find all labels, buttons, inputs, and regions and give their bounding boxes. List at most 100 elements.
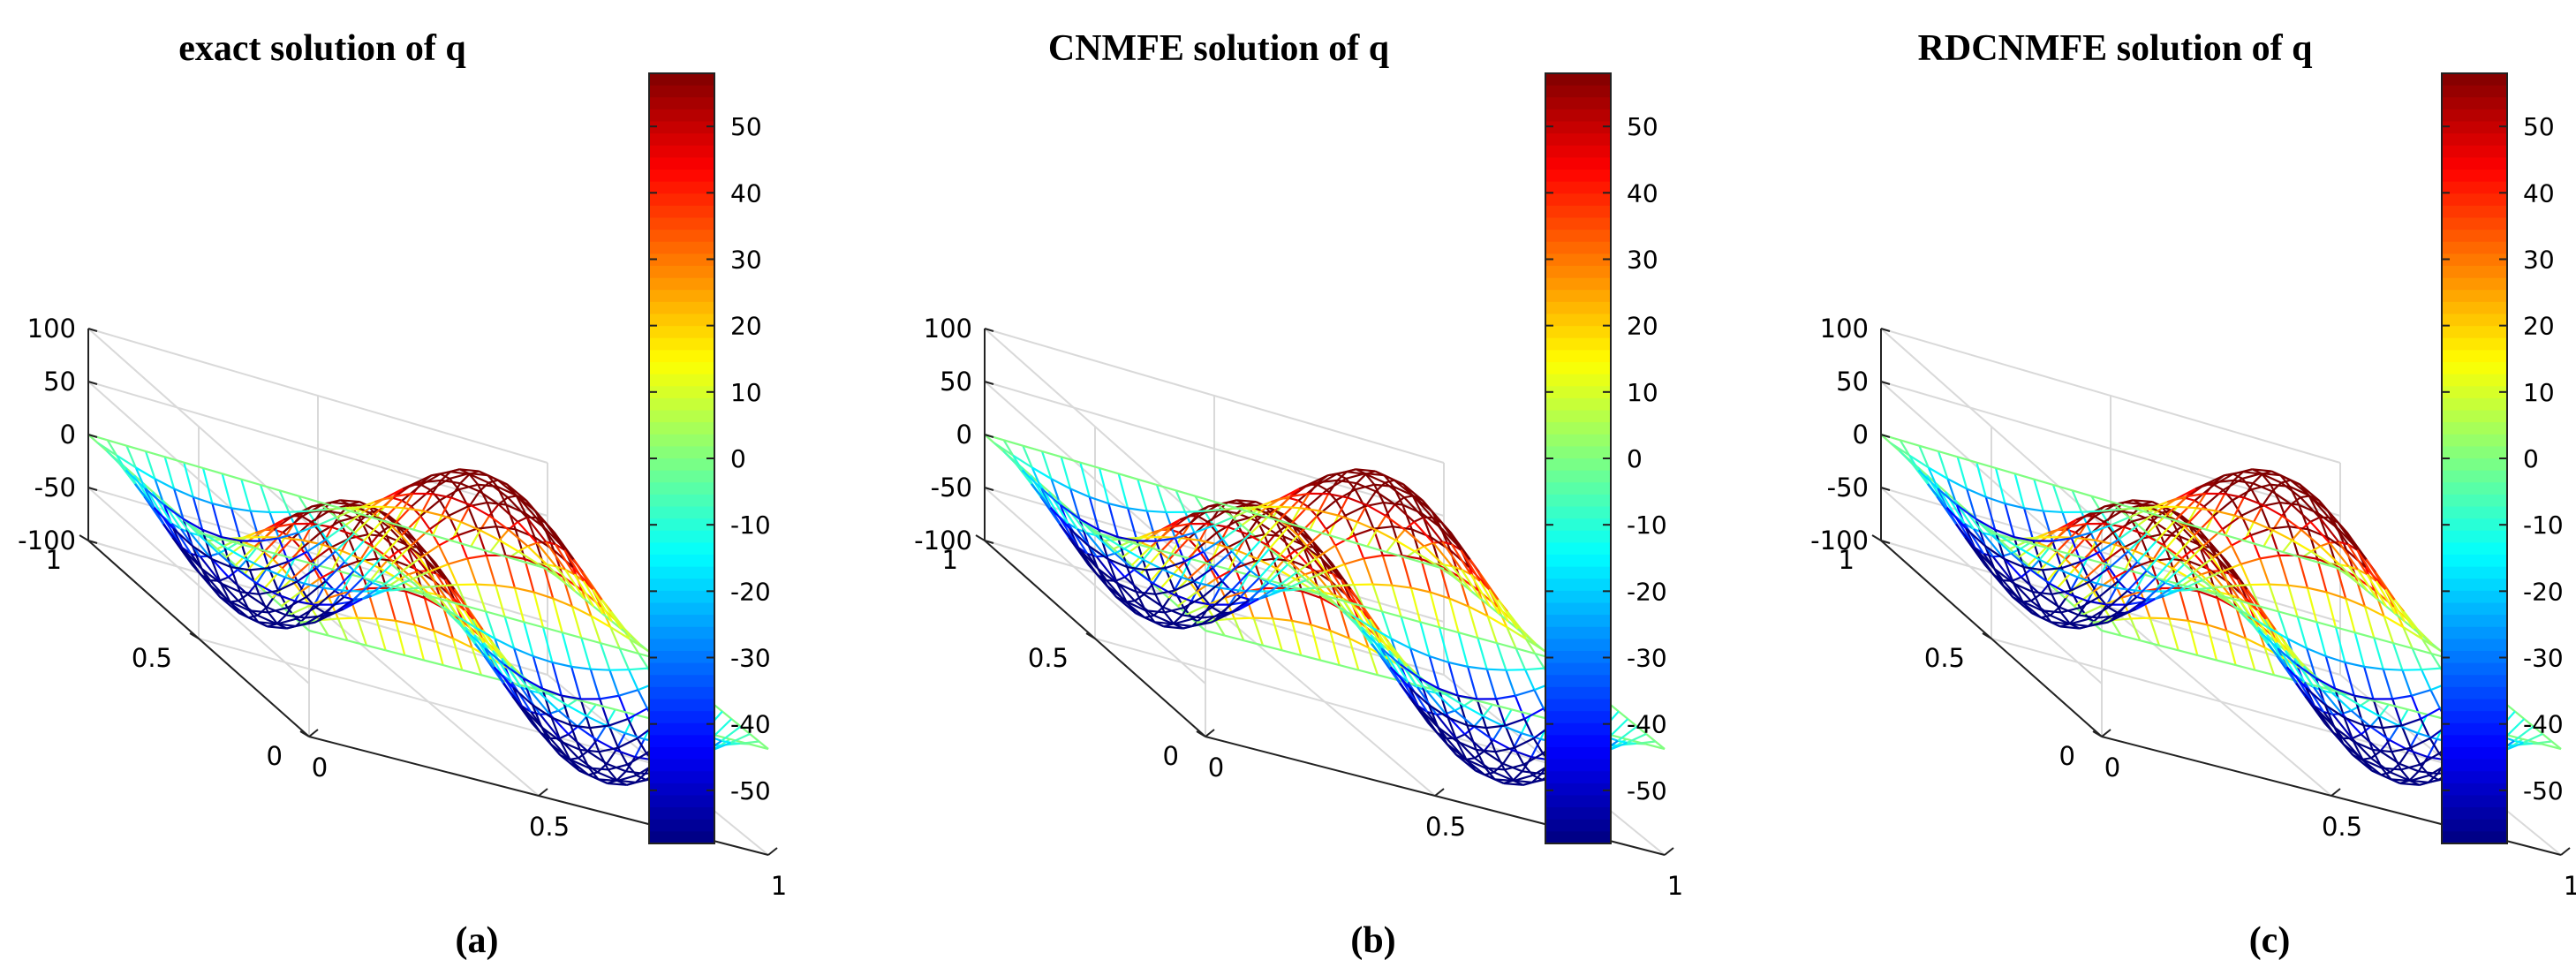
surface-mesh-line (608, 717, 629, 727)
surface-mesh-line (2401, 669, 2413, 697)
surface-mesh-line (1945, 506, 1968, 530)
surface-mesh-line (2200, 573, 2221, 594)
surface-mesh-line (2066, 523, 2087, 528)
surface-mesh-line (1460, 549, 1481, 582)
surface-mesh-line (1530, 738, 1542, 758)
surface-mesh-line (2179, 535, 2190, 562)
surface-mesh-line (568, 759, 589, 776)
colorbar-segment (1545, 422, 1611, 435)
surface-mesh-line (616, 749, 636, 759)
surface-mesh-line (313, 587, 325, 606)
colorbar-segment (2442, 458, 2507, 472)
surface-mesh-line (212, 503, 232, 510)
surface-mesh-line (2273, 674, 2293, 681)
surface-mesh-line (323, 586, 344, 592)
surface-mesh-line (134, 483, 155, 509)
surface-mesh-line (1380, 611, 1393, 639)
colorbar-tick-label: -20 (730, 577, 771, 606)
colorbar-segment (649, 699, 714, 713)
surface-mesh-line (2187, 620, 2199, 656)
surface-mesh-line (475, 626, 495, 640)
surface-mesh-line (2158, 644, 2179, 652)
surface-mesh-line (2225, 533, 2245, 542)
colorbar-segment (649, 374, 714, 388)
surface-mesh-line (508, 528, 529, 548)
surface-mesh-line (1636, 725, 1647, 735)
surface-mesh-line (1198, 523, 1211, 541)
surface-mesh-line (629, 667, 648, 671)
surface-mesh-line (423, 597, 435, 631)
surface-mesh-line (406, 546, 428, 572)
colorbar-segment (2442, 386, 2507, 399)
surface-mesh-line (199, 556, 221, 582)
surface-mesh-line (1165, 560, 1185, 570)
surface-mesh-line (471, 647, 483, 676)
surface-mesh-line (308, 629, 329, 637)
surface-mesh-line (1372, 583, 1393, 586)
surface-mesh-line (2390, 771, 2410, 782)
surface-mesh-line (1310, 624, 1322, 661)
surface-mesh-line (2291, 539, 2312, 553)
surface-mesh-line (2105, 587, 2118, 606)
surface-mesh-line (1379, 642, 1401, 677)
colorbar-segment (2442, 241, 2507, 255)
surface-mesh-line (525, 499, 547, 524)
surface-mesh-line (370, 567, 381, 581)
surface-mesh-line (230, 566, 241, 593)
surface-mesh-line (2173, 571, 2195, 587)
colorbar-segment (2442, 193, 2507, 207)
colorbar-segment (1545, 662, 1611, 677)
surface-mesh-line (454, 602, 476, 636)
surface-mesh-line (344, 561, 355, 571)
surface-mesh-line (1477, 637, 1498, 645)
surface-mesh-line (2267, 643, 2288, 668)
surface-mesh-line (328, 597, 339, 619)
surface-mesh-line (546, 563, 567, 585)
surface-mesh-line (2090, 524, 2111, 534)
surface-mesh-line (202, 466, 223, 475)
colorbar-tick-label: 30 (2523, 245, 2555, 274)
y-tick-label: 0.5 (132, 643, 172, 673)
surface-mesh-line (399, 586, 419, 591)
colorbar-tick-label: 10 (1627, 378, 1658, 407)
surface-mesh-line (1267, 563, 1289, 584)
surface-mesh-line (1447, 743, 1468, 760)
surface-mesh-line (2065, 538, 2086, 560)
surface-mesh-line (563, 549, 585, 582)
surface-mesh-line (2381, 767, 2392, 781)
surface-mesh-line (1144, 609, 1156, 624)
surface-mesh-line (2383, 668, 2403, 671)
surface-mesh-line (462, 669, 482, 677)
surface-mesh-line (605, 724, 626, 735)
surface-mesh-line (585, 704, 597, 717)
colorbar-segment (2442, 73, 2507, 87)
surface-mesh-line (507, 496, 528, 518)
colorbar-tick-label: 40 (730, 178, 762, 208)
surface-mesh-line (570, 724, 581, 751)
surface-mesh-line (287, 561, 298, 582)
surface-mesh-line (409, 579, 420, 589)
surface-mesh-line (1504, 763, 1524, 771)
surface-mesh-line (1170, 523, 1190, 528)
surface-mesh-line (2209, 546, 2230, 574)
surface-mesh-line (2240, 563, 2251, 586)
surface-mesh-line (2411, 647, 2423, 670)
surface-mesh-line (1256, 519, 1277, 535)
surface-mesh-line (1404, 528, 1425, 548)
surface-mesh-line (591, 615, 611, 628)
surface-mesh-line (1041, 450, 1061, 458)
surface-mesh-line (271, 597, 283, 608)
surface-mesh-line (2282, 539, 2293, 553)
colorbar-segment (2442, 795, 2507, 809)
surface-mesh-line (210, 558, 223, 584)
surface-mesh-line (2010, 536, 2030, 544)
surface-mesh-line (2419, 778, 2439, 786)
surface-mesh-line (1416, 686, 1438, 715)
surface-mesh-line (193, 495, 213, 505)
surface-mesh-line (1144, 609, 1165, 614)
surface-mesh-line (1381, 610, 1401, 618)
surface-mesh-line (374, 495, 395, 503)
surface-mesh-line (1457, 694, 1477, 700)
colorbar-segment (2442, 397, 2507, 412)
